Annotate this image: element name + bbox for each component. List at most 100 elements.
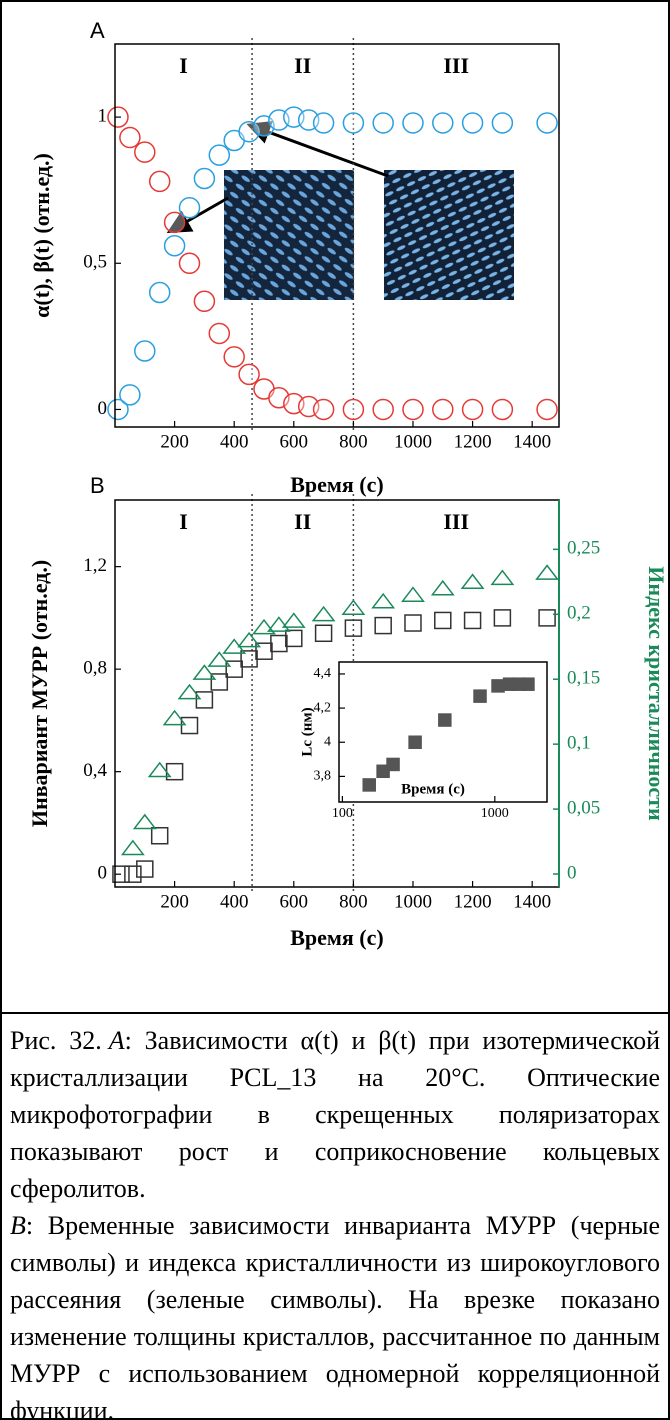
y-axis-title: α(t), β(t) (отн.ед.) xyxy=(29,153,54,318)
point xyxy=(312,398,335,421)
point xyxy=(491,679,505,693)
point xyxy=(237,631,262,648)
point xyxy=(266,616,291,632)
point xyxy=(120,839,145,856)
arrow xyxy=(246,120,389,178)
point xyxy=(372,398,394,421)
figure-number: Рис. 32. xyxy=(10,1026,102,1055)
point xyxy=(461,398,484,421)
point xyxy=(342,398,365,421)
point xyxy=(192,664,217,680)
point xyxy=(536,398,558,421)
x-tick-label: 600 xyxy=(280,431,309,452)
panel-letter: B xyxy=(90,473,105,498)
x-tick-label: 400 xyxy=(220,891,249,912)
y2-axis-title: Индекс кристалличности xyxy=(644,566,668,821)
micrograph xyxy=(224,170,354,300)
y-tick-label: 1 xyxy=(98,105,108,126)
y-axis-title: Lc (нм) xyxy=(299,707,315,756)
point xyxy=(178,252,201,275)
region-label: I xyxy=(179,509,188,534)
point xyxy=(314,624,333,643)
point xyxy=(404,614,422,632)
point xyxy=(150,826,169,845)
point xyxy=(162,709,187,726)
point xyxy=(252,618,276,635)
x-tick-label: 200 xyxy=(160,431,189,452)
point xyxy=(193,290,216,313)
caption-paragraph: B: Временные зависимости инварианта МУРР… xyxy=(10,1207,660,1420)
point xyxy=(430,579,455,596)
point xyxy=(124,865,142,883)
x-tick-label: 1400 xyxy=(513,431,551,452)
x-tick-label: 800 xyxy=(339,891,368,912)
y2-tick-label: 0,1 xyxy=(567,733,591,754)
y-tick-label: 0,8 xyxy=(83,658,107,679)
panel-letter: A xyxy=(90,18,105,43)
y-tick-label: 3,8 xyxy=(314,769,332,784)
region-label: I xyxy=(179,53,188,78)
y2-tick-label: 0,05 xyxy=(567,797,600,818)
caption-text: : Временные зависимости инварианта МУРР … xyxy=(10,1211,660,1420)
x-tick-label: 1000 xyxy=(481,806,509,821)
region-label: II xyxy=(294,53,311,78)
point xyxy=(362,778,376,792)
point xyxy=(491,398,514,421)
point xyxy=(281,612,306,628)
y2-tick-label: 0,15 xyxy=(567,668,600,689)
y2-tick-label: 0,25 xyxy=(567,538,600,559)
point xyxy=(195,691,214,709)
point xyxy=(402,112,424,134)
point xyxy=(312,112,335,134)
point xyxy=(270,634,288,653)
y-tick-label: 4 xyxy=(324,734,331,749)
point xyxy=(119,126,141,149)
point xyxy=(408,735,422,749)
point xyxy=(538,609,556,627)
point xyxy=(371,592,396,609)
point xyxy=(163,211,186,234)
x-tick-label: 400 xyxy=(220,431,249,452)
y-tick-label: 4,4 xyxy=(314,666,332,681)
point xyxy=(374,616,392,635)
point xyxy=(402,398,424,421)
point xyxy=(207,651,232,667)
point xyxy=(493,609,512,627)
point xyxy=(401,586,425,602)
point xyxy=(136,860,154,878)
point xyxy=(223,346,245,368)
point xyxy=(225,660,243,678)
y-tick-label: 1,2 xyxy=(83,555,107,576)
plot-frame xyxy=(338,661,548,803)
point xyxy=(147,761,172,778)
part-label: A xyxy=(108,1026,125,1055)
point xyxy=(112,865,130,883)
point xyxy=(372,112,394,134)
point xyxy=(208,322,231,345)
point xyxy=(180,716,199,735)
y-tick-label: 0,4 xyxy=(83,760,107,781)
x-tick-label: 200 xyxy=(160,891,189,912)
point xyxy=(163,234,186,257)
point xyxy=(473,689,487,703)
point xyxy=(460,573,485,589)
point xyxy=(536,112,558,134)
micrograph xyxy=(384,170,514,300)
x-tick-label: 800 xyxy=(339,431,368,452)
x-tick-label: 1200 xyxy=(454,431,492,452)
point xyxy=(148,281,171,304)
point xyxy=(193,167,216,190)
point xyxy=(342,112,365,134)
point xyxy=(134,141,156,163)
point xyxy=(376,764,390,779)
point xyxy=(177,683,202,700)
x-tick-label: 1200 xyxy=(454,891,492,912)
y-tick-label: 0 xyxy=(98,863,108,884)
point xyxy=(491,112,514,134)
caption: Рис. 32. A: Зависимости α(t) и β(t) при и… xyxy=(2,1012,668,1420)
point xyxy=(434,611,452,630)
point xyxy=(463,611,482,630)
point xyxy=(432,398,454,421)
